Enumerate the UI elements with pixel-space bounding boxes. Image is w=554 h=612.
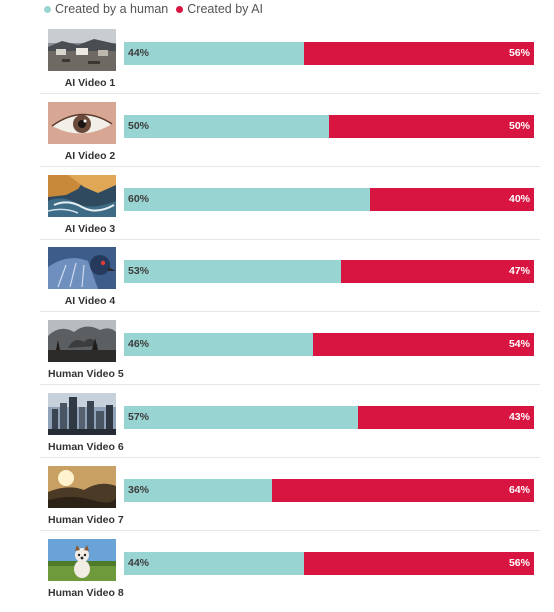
category-label: AI Video 3 (64, 222, 116, 235)
data-label-ai: 64% (508, 483, 530, 496)
legend: Created by a human Created by AI (44, 1, 271, 17)
data-label-ai: 56% (508, 47, 530, 59)
bar-segment-ai: 40% (370, 187, 534, 211)
chart-row: Human Video 7 36% 64% (0, 465, 554, 539)
bar-segment-ai: 43% (357, 406, 534, 429)
data-label-human: 44% (128, 47, 150, 59)
chart-row: Human Video 8 44% 56% (0, 538, 554, 612)
stacked-bar: 50% 50% (124, 114, 534, 138)
row-divider (40, 93, 540, 94)
row-divider (40, 529, 540, 531)
legend-human-swatch (44, 5, 51, 13)
legend-item-human: Created by a human (44, 2, 168, 16)
data-label-ai: 47% (508, 265, 530, 278)
dog-field-icon (48, 538, 116, 581)
bar-segment-human: 50% (124, 114, 329, 138)
bar-segment-human: 57% (124, 406, 358, 429)
bar-segment-ai: 50% (329, 114, 534, 138)
legend-human-label: Created by a human (55, 2, 169, 16)
data-label-human: 60% (128, 192, 150, 205)
row-divider (40, 238, 540, 240)
category-label: AI Video 4 (64, 295, 116, 308)
stacked-bar: 36% 64% (124, 478, 534, 502)
sunset-hills-icon (48, 465, 116, 508)
chart-row: AI Video 3 60% 40% (0, 174, 554, 248)
row-divider (40, 457, 540, 458)
chart-row: Human Video 6 57% 43% (0, 393, 554, 466)
category-label: AI Video 2 (64, 149, 116, 162)
data-label-human: 44% (128, 556, 150, 569)
smoke-landscape-icon (48, 320, 116, 363)
chart-row: AI Video 2 50% 50% (0, 101, 554, 175)
data-label-human: 36% (128, 483, 150, 496)
row-divider (40, 165, 540, 167)
bar-segment-ai: 47% (341, 260, 534, 284)
bar-segment-human: 53% (124, 260, 342, 284)
stacked-bar: 46% 54% (124, 333, 534, 357)
data-label-ai: 50% (508, 119, 530, 132)
data-label-ai: 43% (508, 411, 530, 423)
chart-row: AI Video 1 44% 56% (0, 29, 554, 102)
data-label-human: 50% (128, 119, 150, 132)
bird-plumage-icon (48, 247, 116, 290)
bar-segment-human: 44% (124, 551, 305, 575)
eye-closeup-icon (48, 101, 116, 144)
stacked-bar: 44% 56% (124, 42, 534, 65)
stacked-bar: 57% 43% (124, 406, 534, 429)
data-label-human: 46% (128, 338, 150, 351)
bar-segment-human: 46% (124, 333, 313, 357)
category-label: Human Video 7 (48, 513, 124, 526)
chart-row: Human Video 5 46% 54% (0, 320, 554, 393)
city-skyline-icon (48, 393, 116, 435)
legend-ai-swatch (176, 5, 184, 13)
bar-segment-ai: 56% (304, 42, 534, 65)
category-label: Human Video 6 (48, 441, 124, 453)
coast-waves-icon (48, 174, 116, 217)
bar-segment-ai: 54% (312, 333, 534, 357)
data-label-human: 53% (128, 265, 150, 278)
category-label: Human Video 5 (48, 368, 124, 381)
category-label: AI Video 1 (64, 77, 116, 89)
bar-segment-human: 36% (124, 478, 272, 502)
row-divider (40, 384, 540, 386)
row-divider (40, 311, 540, 313)
legend-ai-label: Created by AI (187, 2, 264, 16)
bar-segment-human: 44% (124, 42, 305, 65)
bar-segment-human: 60% (124, 187, 370, 211)
category-label: Human Video 8 (48, 586, 124, 599)
chart-row: AI Video 4 53% 47% (0, 247, 554, 320)
bar-segment-ai: 56% (304, 551, 534, 575)
stacked-bar: 44% 56% (124, 551, 534, 575)
stacked-bar: 53% 47% (124, 260, 534, 284)
legend-item-ai: Created by AI (176, 2, 263, 16)
data-label-human: 57% (128, 411, 150, 423)
bar-segment-ai: 64% (271, 478, 534, 502)
data-label-ai: 40% (508, 192, 530, 205)
data-label-ai: 56% (508, 556, 530, 569)
data-label-ai: 54% (508, 338, 530, 351)
camp-scene-icon (48, 29, 116, 71)
stacked-bar: 60% 40% (124, 187, 534, 211)
